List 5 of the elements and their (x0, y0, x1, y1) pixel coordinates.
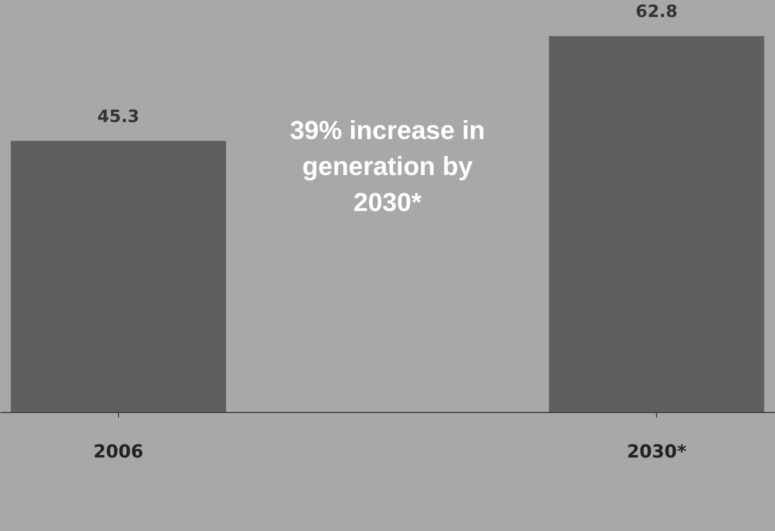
data-label: 45.3 (97, 106, 140, 127)
x-tick-label: 2030* (626, 442, 687, 462)
annotation: 39% increase in generation by 2030* (290, 115, 486, 217)
data-label: 62.8 (636, 2, 678, 22)
x-tick-label: 2006 (93, 442, 144, 462)
